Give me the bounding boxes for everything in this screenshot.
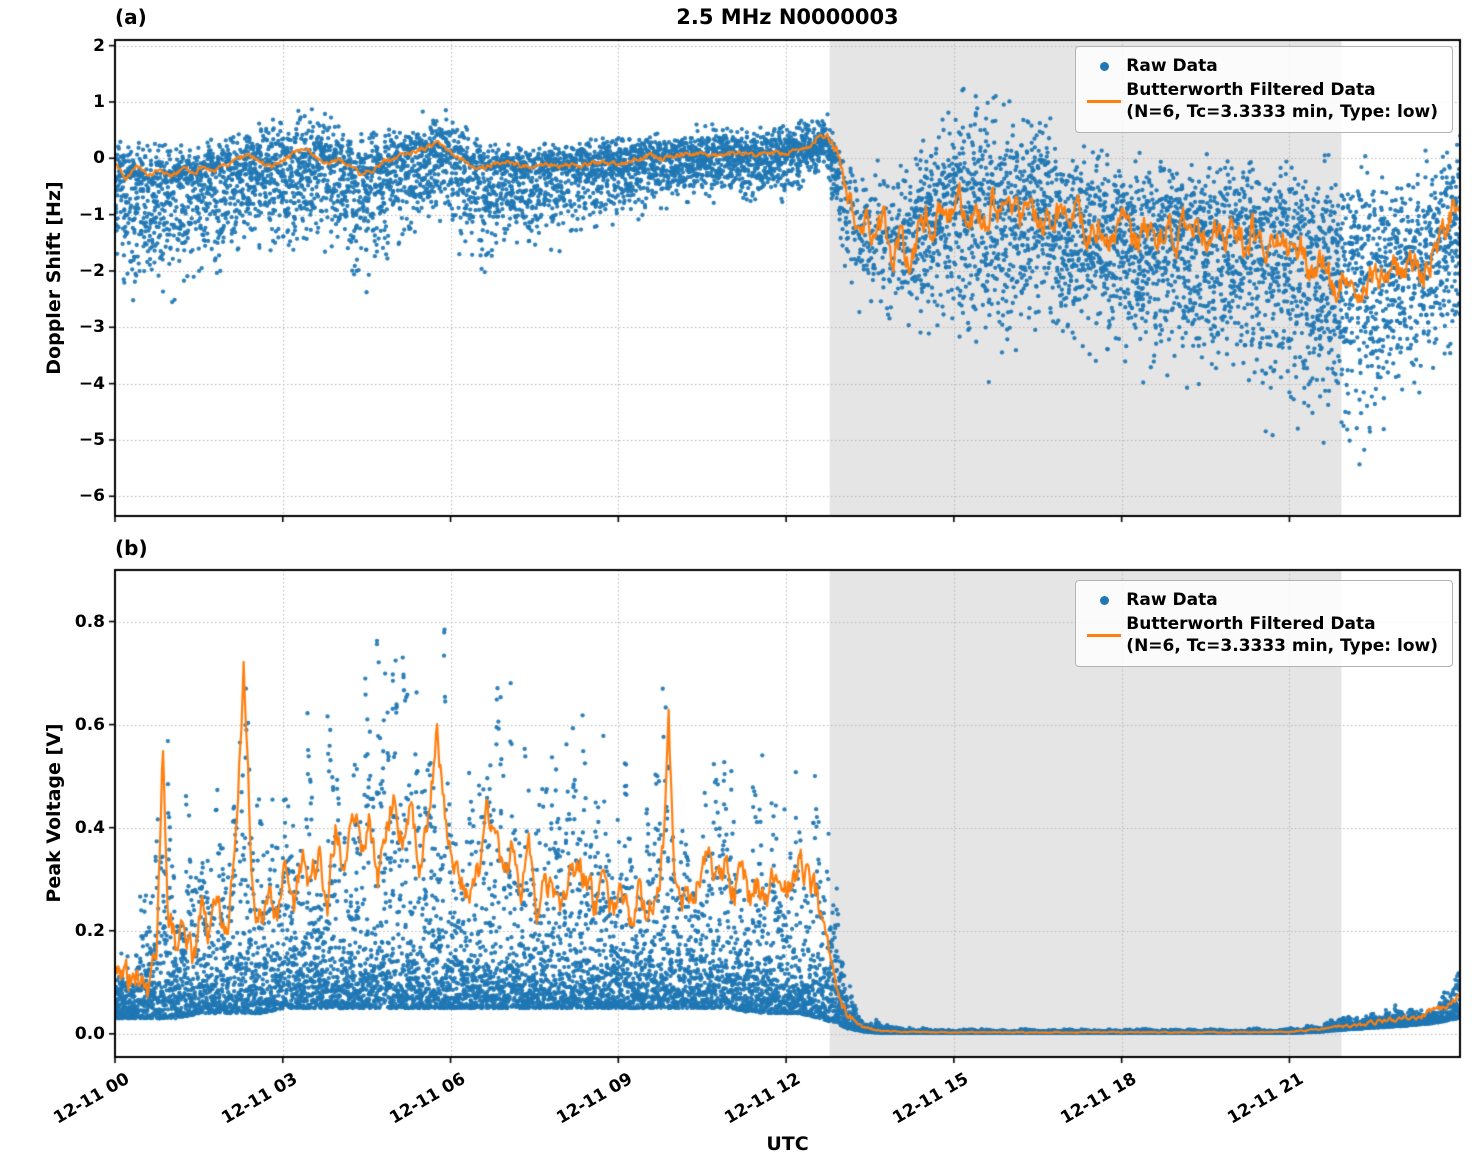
legend-panel-a: Raw Data Butterworth Filtered Data (N=6,… — [1075, 46, 1453, 134]
legend-marker-cell — [1082, 62, 1126, 72]
panel-a-y-axis-label: Doppler Shift [Hz] — [43, 181, 65, 375]
legend-raw-label: Raw Data — [1126, 590, 1218, 610]
y-tick-label: 0.6 — [74, 714, 105, 735]
y-tick-label: −2 — [78, 260, 105, 281]
legend-entry-raw: Raw Data — [1082, 590, 1438, 612]
y-tick-label: −1 — [78, 204, 105, 225]
legend-filtered-label-line2: (N=6, Tc=3.3333 min, Type: low) — [1126, 101, 1438, 122]
y-tick-label: 2 — [93, 35, 105, 56]
legend-marker-cell — [1082, 596, 1126, 606]
legend-raw-label: Raw Data — [1126, 56, 1218, 76]
y-tick-label: −4 — [78, 373, 105, 394]
y-tick-label: 0 — [93, 148, 105, 169]
panel-a-label: (a) — [115, 5, 147, 29]
raw-data-dot-icon — [1099, 62, 1109, 72]
legend-marker-cell — [1082, 100, 1126, 103]
y-tick-label: 0.8 — [74, 611, 105, 632]
y-tick-label: 0.2 — [74, 920, 105, 941]
y-tick-label: 0.0 — [74, 1023, 105, 1044]
legend-filtered-label-line1: Butterworth Filtered Data — [1126, 79, 1376, 100]
filtered-line-icon — [1087, 634, 1122, 637]
legend-filtered-label: Butterworth Filtered Data (N=6, Tc=3.333… — [1126, 614, 1438, 658]
y-tick-label: −3 — [78, 317, 105, 338]
y-tick-label: −5 — [78, 429, 105, 450]
panel-b-label: (b) — [115, 536, 148, 560]
legend-filtered-label-line1: Butterworth Filtered Data — [1126, 613, 1376, 634]
legend-filtered-label-line2: (N=6, Tc=3.3333 min, Type: low) — [1126, 635, 1438, 656]
legend-marker-cell — [1082, 634, 1126, 637]
filtered-line-icon — [1087, 100, 1122, 103]
legend-entry-raw: Raw Data — [1082, 56, 1438, 78]
x-axis-label: UTC — [766, 1133, 809, 1155]
panel-b-y-axis-label: Peak Voltage [V] — [43, 723, 65, 903]
legend-entry-filtered: Butterworth Filtered Data (N=6, Tc=3.333… — [1082, 80, 1438, 124]
chart-title: 2.5 MHz N0000003 — [676, 5, 899, 29]
legend-entry-filtered: Butterworth Filtered Data (N=6, Tc=3.333… — [1082, 614, 1438, 658]
legend-panel-b: Raw Data Butterworth Filtered Data (N=6,… — [1075, 580, 1453, 668]
y-tick-label: 1 — [93, 91, 105, 112]
raw-data-dot-icon — [1099, 596, 1109, 606]
y-tick-label: 0.4 — [74, 817, 105, 838]
y-tick-label: −6 — [78, 486, 105, 507]
legend-filtered-label: Butterworth Filtered Data (N=6, Tc=3.333… — [1126, 80, 1438, 124]
